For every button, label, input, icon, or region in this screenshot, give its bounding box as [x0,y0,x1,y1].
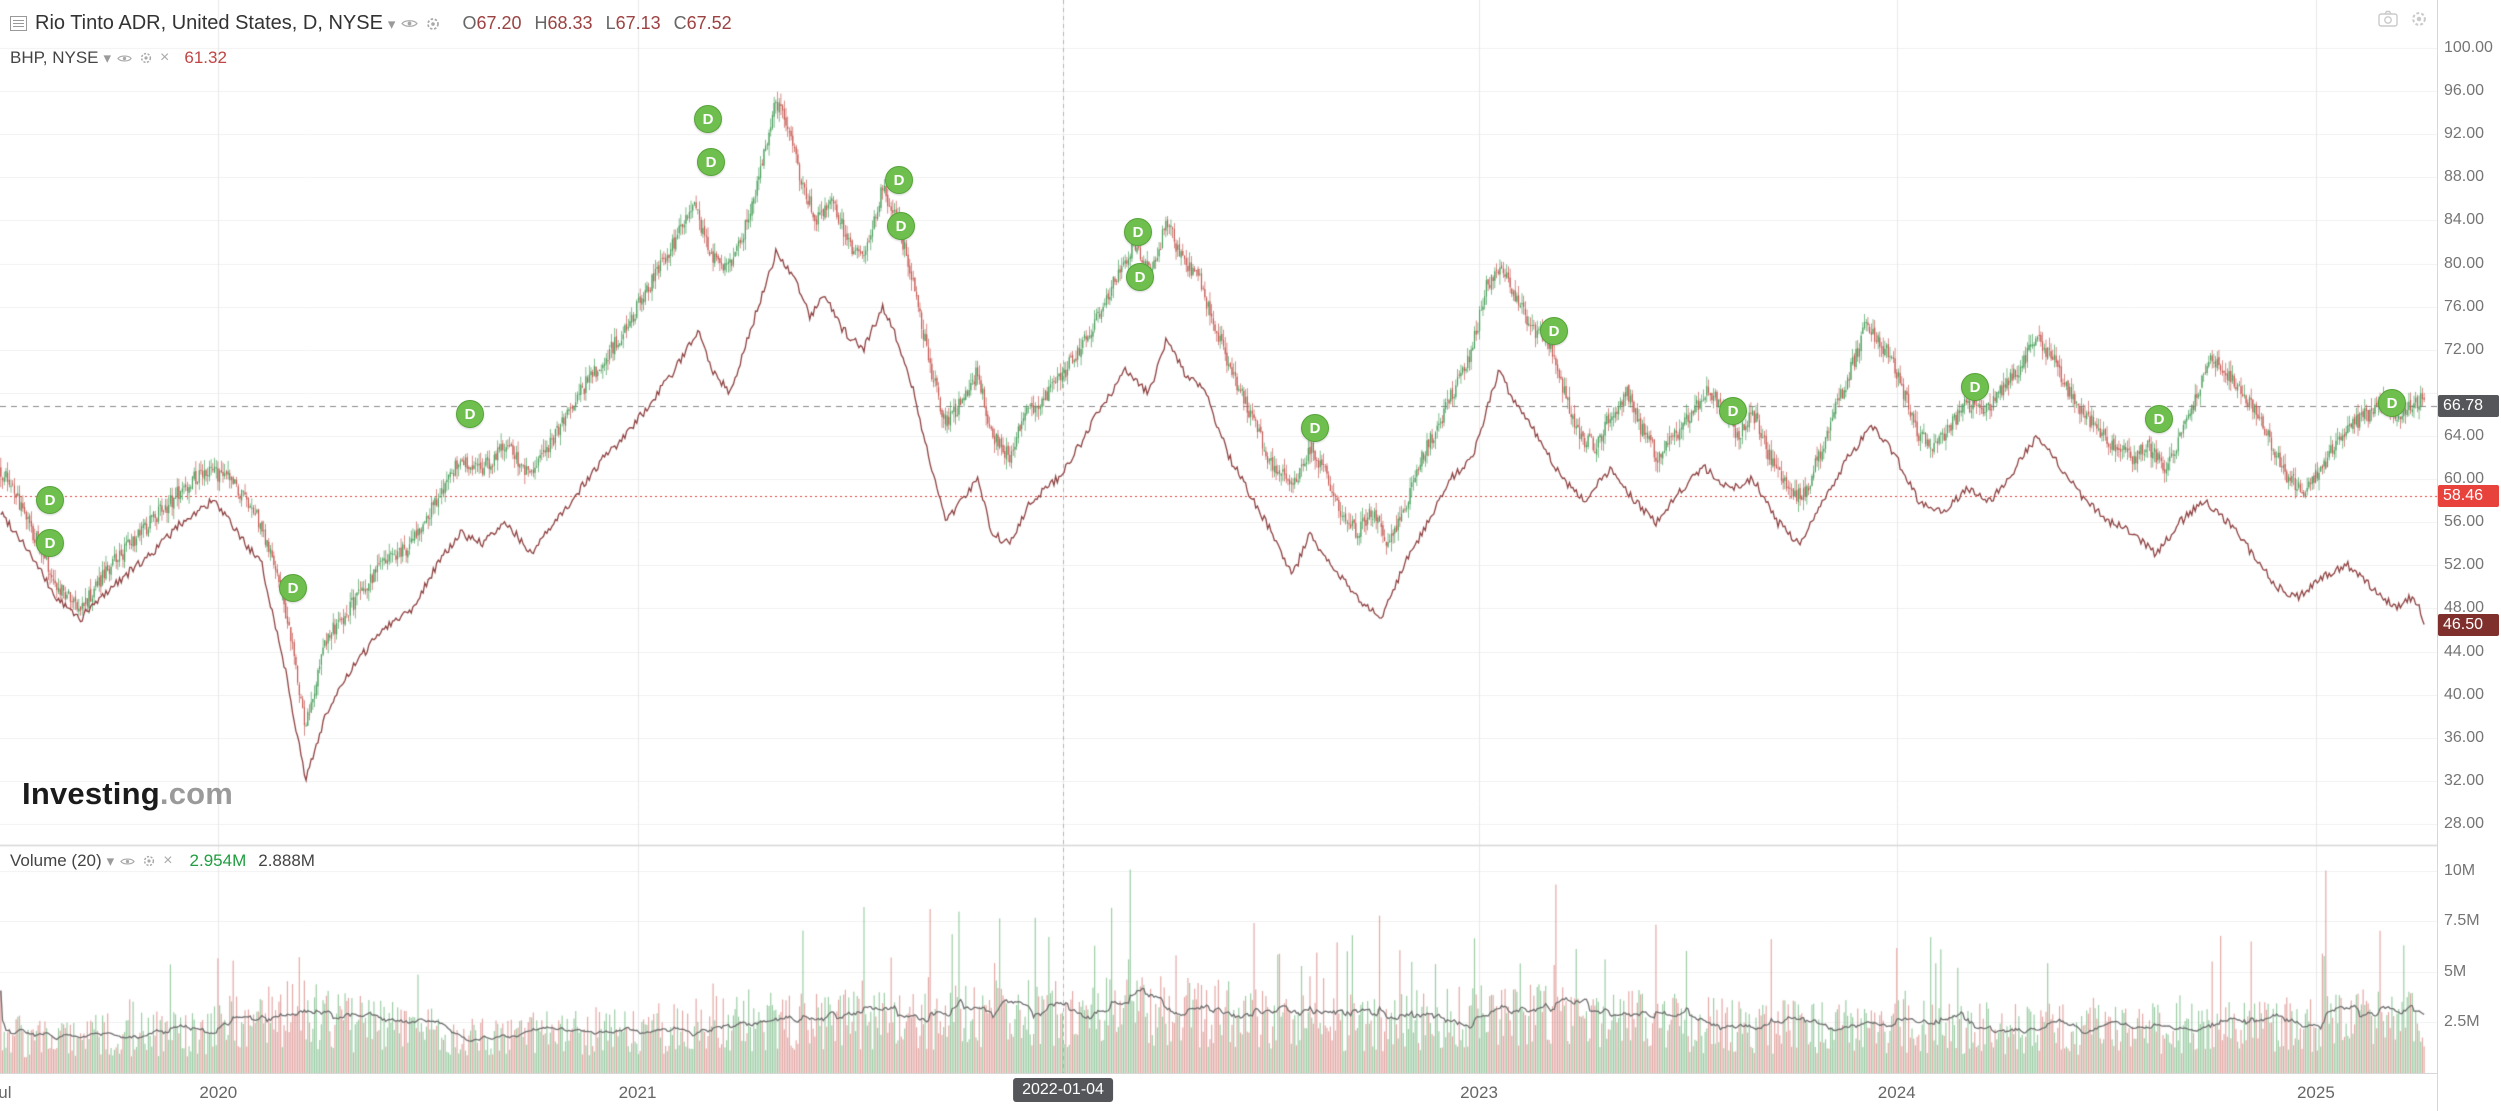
chart-toolbar [2378,10,2428,28]
eye-icon[interactable] [117,51,132,66]
volume-legend: Volume (20) ▾ × 2.954M 2.888M [10,851,315,871]
open-value: 67.20 [476,13,522,33]
volume-tick-label: 2.5M [2444,1013,2480,1031]
chevron-down-icon[interactable]: ▾ [106,853,115,870]
close-value: 67.52 [686,13,732,33]
compare-value: 61.32 [184,48,227,67]
price-tick-label: 56.00 [2444,513,2485,531]
price-axis[interactable]: 100.00 96.00 92.00 88.00 84.00 80.00 76.00 72.0… [2437,0,2501,1111]
dividend-marker[interactable]: D [694,105,722,133]
time-label: 2021 [618,1083,657,1102]
chevron-down-icon[interactable]: ▾ [387,15,396,33]
dividend-marker[interactable]: D [2378,389,2406,417]
dividend-marker[interactable]: D [456,400,484,428]
price-tick-label: 32.00 [2444,771,2485,789]
close-icon[interactable]: × [163,852,173,869]
compare-legend: BHP, NYSE ▾ × 61.32 [10,48,227,68]
settings-icon[interactable] [2410,10,2428,28]
price-tick-label: 52.00 [2444,556,2485,574]
chevron-down-icon[interactable]: ▾ [103,50,112,67]
symbol-title[interactable]: Rio Tinto ADR, United States, D, NYSE [35,12,383,34]
time-crosshair-badge: 2022-01-04 [1013,1078,1113,1102]
close-icon[interactable]: × [160,49,170,66]
volume-ma-value: 2.954M [189,851,247,870]
time-axis[interactable]: ul 2020 2021 2023 2024 2025 2022-01-04 [0,1073,2437,1111]
price-tick-label: 44.00 [2444,642,2485,660]
dividend-marker[interactable]: D [1540,317,1568,345]
price-tick-label: 36.00 [2444,728,2485,746]
price-tick-label: 48.00 [2444,599,2485,617]
price-tick-label: 88.00 [2444,168,2485,186]
open-label: O [462,13,477,33]
time-label: 2023 [1460,1083,1498,1102]
eye-icon[interactable] [120,854,135,869]
price-tick-label: 80.00 [2444,254,2485,272]
price-tick-label: 40.00 [2444,685,2485,703]
time-label: 2025 [2296,1083,2335,1102]
dividend-marker[interactable]: D [279,574,307,602]
dividend-marker[interactable]: D [885,166,913,194]
settings-icon[interactable] [142,854,156,868]
settings-icon[interactable] [425,16,441,32]
ohlc-values: O67.20 H68.33 L67.13 C67.52 [462,13,744,34]
dividend-marker[interactable]: D [1124,218,1152,246]
price-tick-label: 100.00 [2444,39,2493,56]
dividend-marker[interactable]: D [1126,263,1154,291]
dividend-marker[interactable]: D [697,148,725,176]
high-label: H [534,13,548,33]
camera-icon[interactable] [2378,10,2398,28]
price-tick-label: 72.00 [2444,340,2485,358]
time-label: 2024 [1877,1083,1916,1102]
compare-symbol[interactable]: BHP, NYSE [10,48,99,67]
low-label: L [605,13,616,33]
price-tick-label: 28.00 [2444,815,2485,832]
price-tick-label: 64.00 [2444,427,2485,444]
dividend-marker[interactable]: D [36,486,64,514]
dividend-marker[interactable]: D [1301,414,1329,442]
chart-plot-area[interactable] [0,0,2437,1073]
price-badge: 46.50 [2438,613,2499,636]
price-tick-label: 76.00 [2444,297,2485,315]
high-value: 68.33 [547,13,593,33]
volume-indicator-label[interactable]: Volume (20) [10,851,102,870]
close-label: C [673,13,687,33]
volume-tick-label: 10M [2444,861,2476,879]
volume-tick-label: 7.5M [2444,912,2480,930]
price-badge: 58.46 [2438,484,2499,507]
dividend-marker[interactable]: D [887,212,915,240]
logo-text: Investing [22,776,160,811]
dividend-marker[interactable]: D [1719,397,1747,425]
price-tick-label: 84.00 [2444,211,2485,229]
settings-icon[interactable] [139,51,153,65]
chart-panel-icon[interactable] [10,16,27,31]
volume-last-value: 2.888M [258,851,315,870]
logo-tld: .com [159,776,234,811]
price-badge: 66.78 [2438,395,2499,418]
time-label: ul [0,1083,12,1102]
eye-icon[interactable] [401,15,419,32]
price-tick-label: 96.00 [2444,82,2485,100]
low-value: 67.13 [615,13,661,33]
time-label: 2020 [199,1083,238,1102]
volume-tick-label: 5M [2444,962,2467,980]
dividend-marker[interactable]: D [2145,405,2173,433]
price-tick-label: 60.00 [2444,470,2485,488]
dividend-marker[interactable]: D [1961,373,1989,401]
price-tick-label: 92.00 [2444,125,2485,143]
investing-logo[interactable]: Investing.com [22,776,233,812]
symbol-legend: Rio Tinto ADR, United States, D, NYSE ▾ … [10,12,745,35]
dividend-marker[interactable]: D [36,529,64,557]
